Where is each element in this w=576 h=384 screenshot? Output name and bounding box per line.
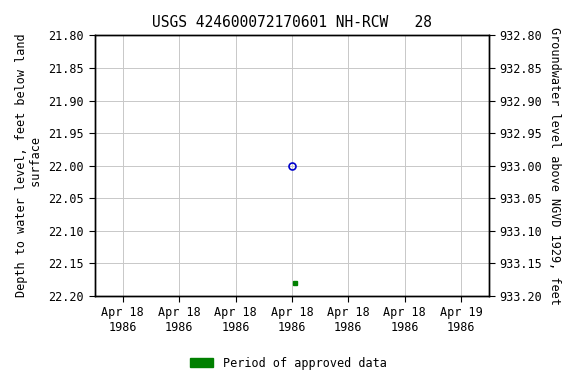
Legend: Period of approved data: Period of approved data [185,352,391,374]
Title: USGS 424600072170601 NH-RCW   28: USGS 424600072170601 NH-RCW 28 [152,15,432,30]
Y-axis label: Depth to water level, feet below land
 surface: Depth to water level, feet below land su… [15,34,43,298]
Y-axis label: Groundwater level above NGVD 1929, feet: Groundwater level above NGVD 1929, feet [548,27,561,305]
